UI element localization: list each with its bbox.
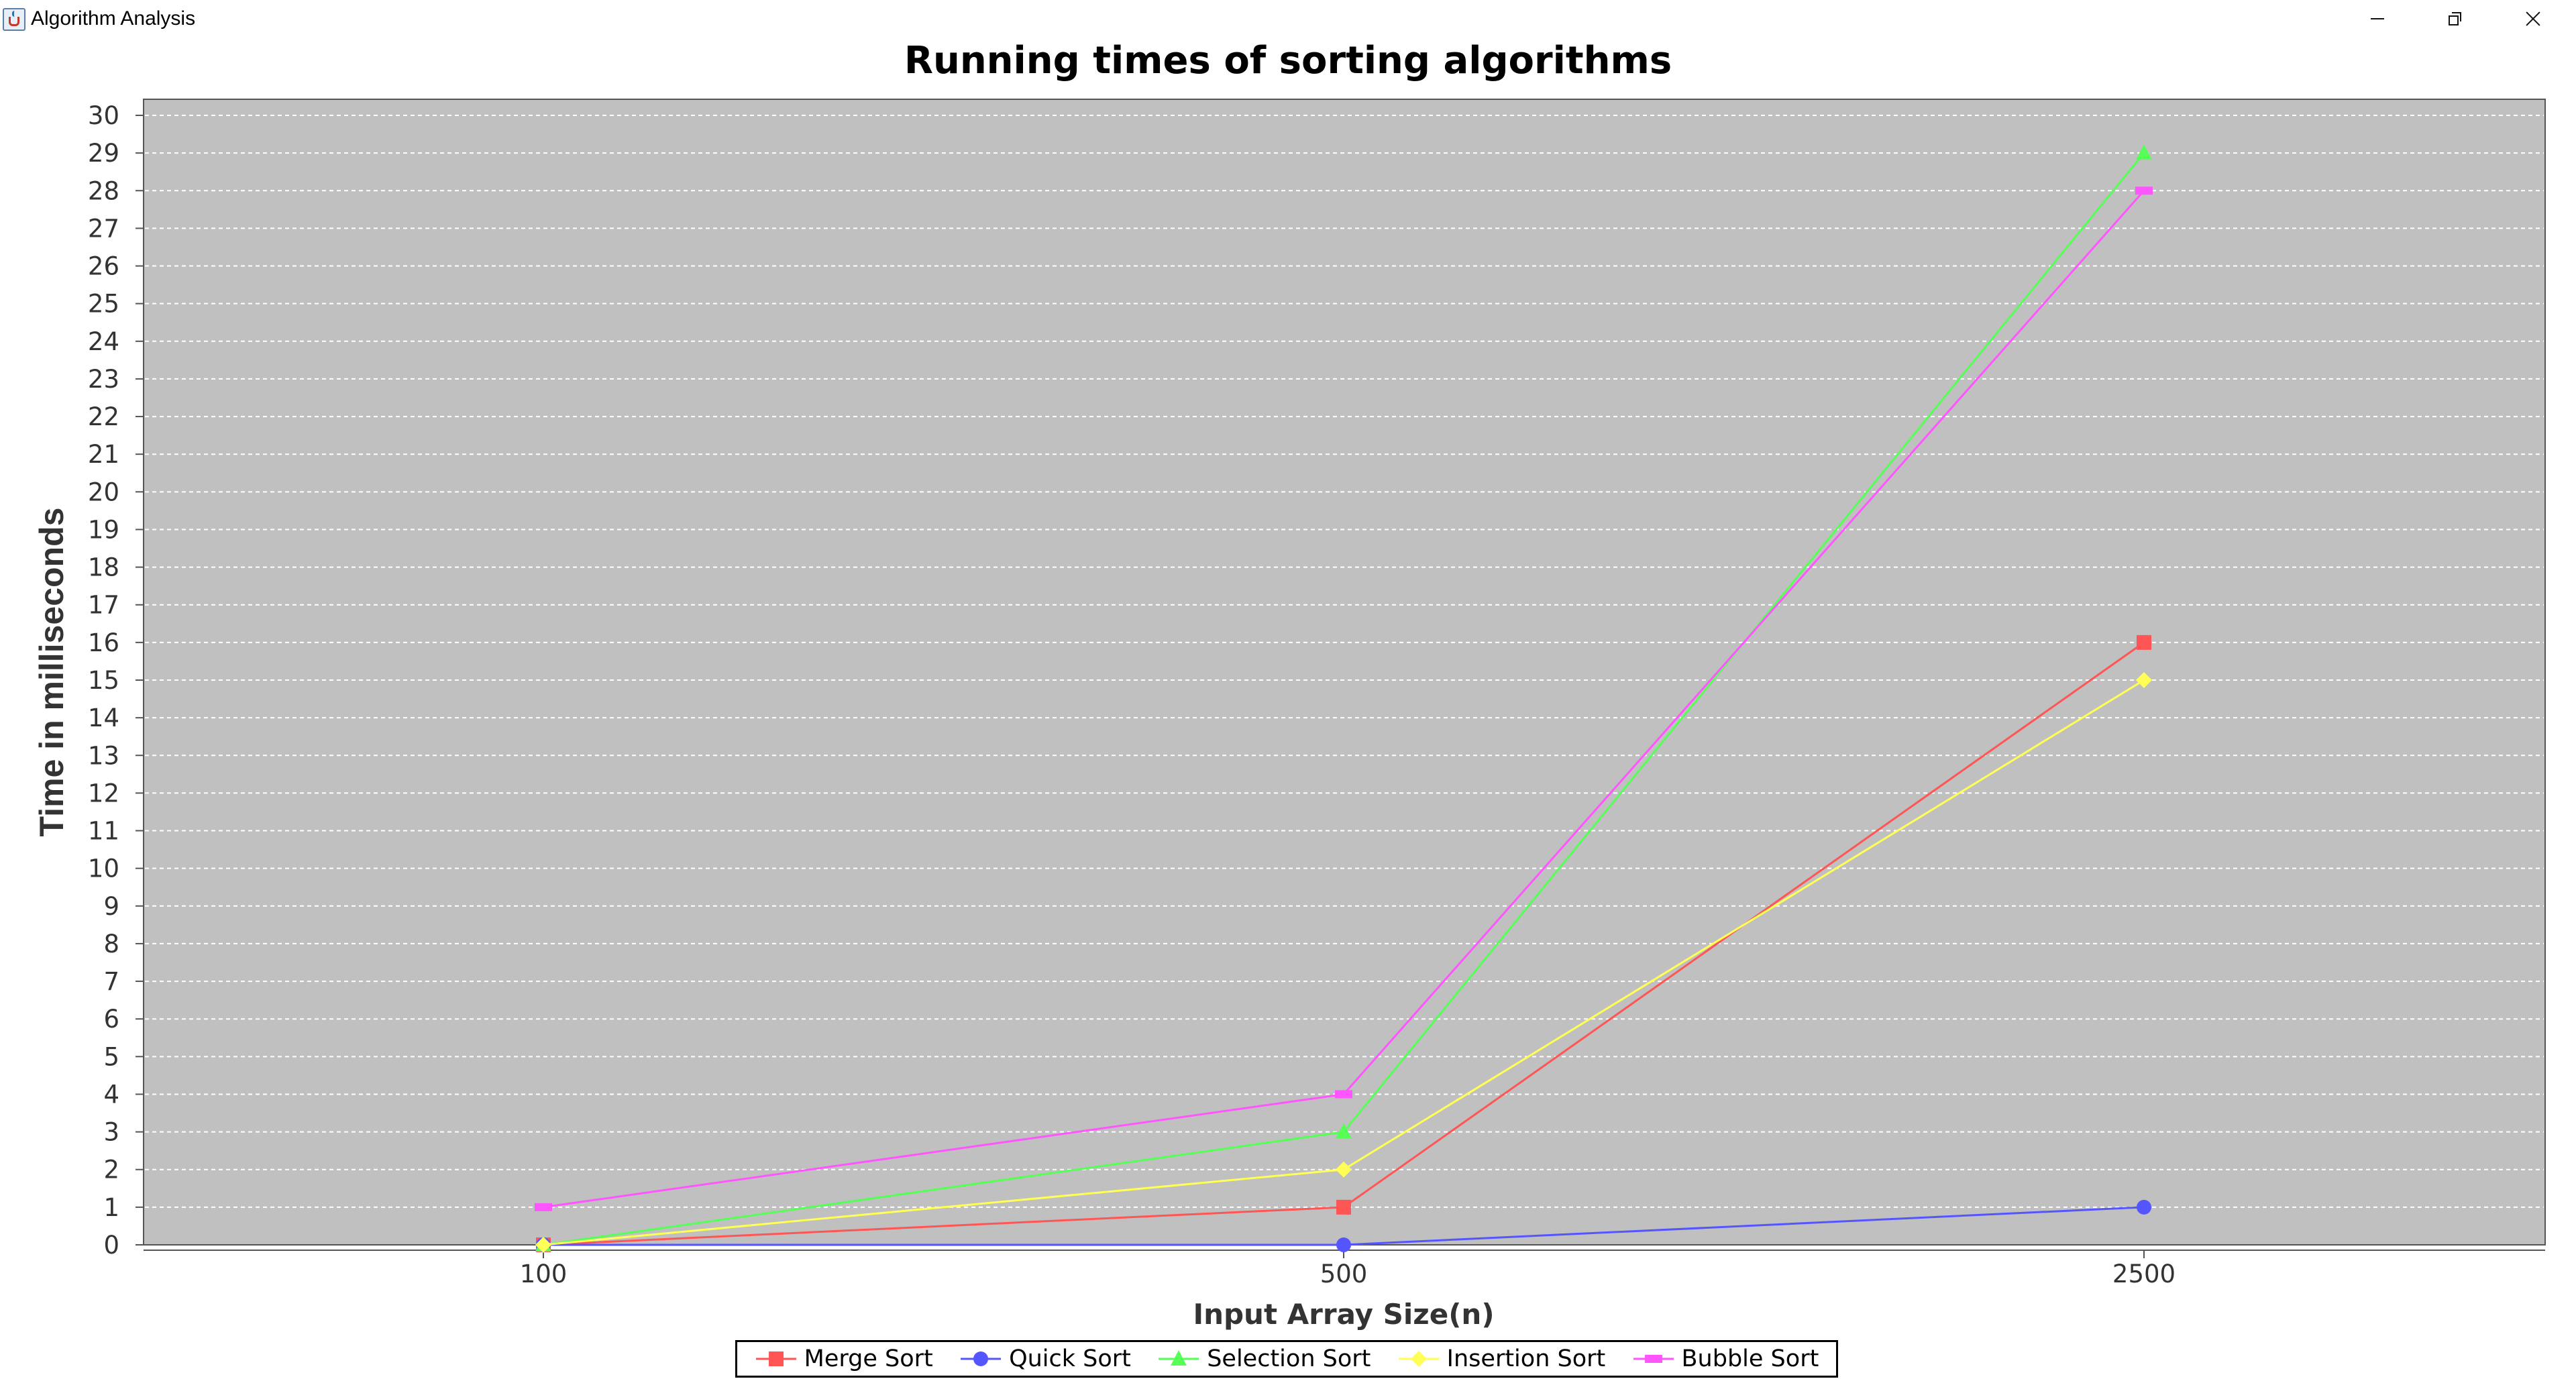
y-tick-label: 25 <box>88 290 119 319</box>
y-tick-label: 23 <box>88 365 119 394</box>
y-tick-label: 24 <box>88 327 119 356</box>
data-point <box>1336 1161 1352 1178</box>
data-point <box>1335 1090 1352 1099</box>
x-axis-label: Input Array Size(n) <box>1193 1298 1494 1331</box>
y-tick-label: 12 <box>88 779 119 808</box>
legend-label: Quick Sort <box>1009 1345 1131 1372</box>
y-tick-label: 14 <box>88 704 119 732</box>
y-tick-label: 10 <box>88 854 119 883</box>
data-point <box>1336 1123 1352 1139</box>
minimize-button[interactable] <box>2340 0 2415 38</box>
legend-marker <box>1410 1351 1427 1367</box>
y-tick-label: 19 <box>88 515 119 544</box>
legend-label: Merge Sort <box>804 1345 933 1372</box>
data-point <box>535 1237 551 1253</box>
y-tick-label: 5 <box>103 1042 119 1071</box>
y-tick-label: 29 <box>88 139 119 168</box>
y-axis: 0123456789101112131415161718192021222324… <box>88 101 144 1260</box>
legend-swatch <box>1159 1350 1199 1366</box>
legend-swatch <box>1398 1351 1439 1367</box>
data-point <box>2136 672 2152 688</box>
series-merge-sort <box>536 634 2151 1252</box>
legend-marker <box>973 1351 989 1366</box>
y-tick-label: 9 <box>103 892 119 921</box>
legend-swatch <box>755 1351 796 1366</box>
y-tick-label: 8 <box>103 930 119 958</box>
legend-marker <box>1171 1350 1187 1366</box>
java-app-icon <box>3 8 25 31</box>
y-tick-label: 26 <box>88 252 119 281</box>
legend-swatch <box>1633 1355 1674 1363</box>
x-axis: 100 500 2500 <box>144 1250 2545 1288</box>
data-point <box>535 1203 552 1211</box>
y-tick-label: 21 <box>88 440 119 469</box>
minimize-icon <box>2371 18 2384 19</box>
y-tick-label: 1 <box>103 1193 119 1222</box>
y-axis-label: Time in milliseconds <box>33 508 70 837</box>
chart-title: Running times of sorting algorithms <box>904 39 1672 82</box>
x-tick-label: 2500 <box>2112 1260 2176 1288</box>
data-point <box>1336 1237 1351 1252</box>
y-tick-label: 20 <box>88 478 119 506</box>
legend-marker <box>768 1351 784 1366</box>
data-point <box>2137 1199 2151 1215</box>
data-point <box>1336 1199 1351 1215</box>
y-tick-label: 22 <box>88 402 119 431</box>
legend-item: Insertion Sort <box>1397 1345 1606 1372</box>
series-bubble-sort <box>535 186 2153 1211</box>
legend-item: Selection Sort <box>1157 1345 1371 1372</box>
y-tick-label: 6 <box>103 1005 119 1034</box>
series-insertion-sort <box>535 672 2152 1253</box>
y-tick-label: 30 <box>88 101 119 130</box>
legend-label: Bubble Sort <box>1681 1345 1819 1372</box>
restore-icon <box>2449 12 2462 25</box>
y-tick-label: 2 <box>103 1156 119 1184</box>
legend-item: Quick Sort <box>959 1345 1131 1372</box>
data-point <box>2136 144 2152 160</box>
y-tick-label: 27 <box>88 214 119 243</box>
chart-legend: Merge Sort Quick Sort Selection Sort Insert… <box>735 1340 1838 1378</box>
y-tick-label: 4 <box>103 1080 119 1109</box>
plot-area <box>143 99 2546 1246</box>
y-tick-label: 7 <box>103 967 119 996</box>
restore-button[interactable] <box>2418 0 2493 38</box>
window-title: Algorithm Analysis <box>31 7 196 30</box>
y-tick-label: 15 <box>88 666 119 695</box>
legend-swatch <box>961 1351 1002 1366</box>
legend-marker <box>1644 1355 1662 1363</box>
y-tick-label: 13 <box>88 741 119 770</box>
x-tick-label: 500 <box>1320 1260 1368 1288</box>
legend-item: Bubble Sort <box>1632 1345 1819 1372</box>
series-layer <box>535 144 2153 1253</box>
y-tick-label: 0 <box>103 1231 119 1260</box>
legend-label: Insertion Sort <box>1446 1345 1606 1372</box>
legend-label: Selection Sort <box>1207 1345 1371 1372</box>
y-tick-label: 18 <box>88 553 119 582</box>
gridlines <box>145 115 2544 1208</box>
y-tick-label: 28 <box>88 176 119 205</box>
y-tick-label: 3 <box>103 1118 119 1147</box>
legend-item: Merge Sort <box>755 1345 933 1372</box>
y-tick-label: 16 <box>88 628 119 657</box>
x-tick-label: 100 <box>520 1260 568 1288</box>
y-tick-label: 11 <box>88 817 119 846</box>
data-point <box>2137 634 2151 650</box>
y-tick-label: 17 <box>88 591 119 620</box>
data-point <box>2135 186 2153 195</box>
title-bar[interactable]: Algorithm Analysis <box>0 0 2576 39</box>
